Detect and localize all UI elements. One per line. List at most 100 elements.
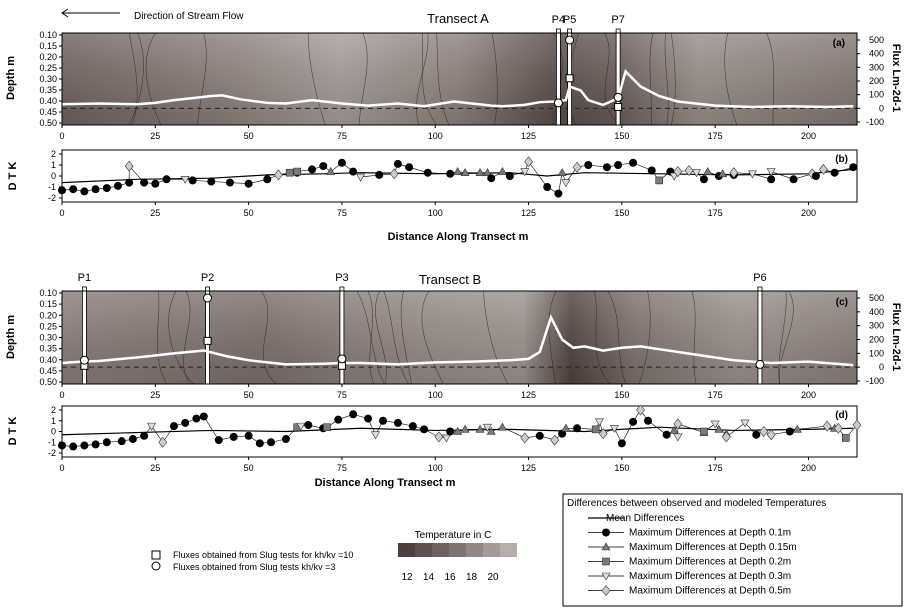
marker-depth-0.15 — [497, 422, 507, 431]
slug-circle-marker — [79, 355, 89, 365]
axes-c: 0.100.150.200.250.300.350.400.450.505004… — [39, 288, 884, 400]
marker-depth-0.15 — [561, 423, 571, 432]
heatmap-c-shade — [62, 291, 857, 384]
marker-depth-0.5 — [158, 436, 168, 448]
marker-depth-0.1 — [263, 175, 272, 184]
contour-line — [358, 32, 368, 126]
contour-line — [421, 32, 438, 126]
contour-line — [594, 290, 610, 385]
marker-depth-0.1 — [535, 431, 544, 440]
x-tick-label: 50 — [244, 463, 254, 473]
x-tick-label: 0 — [59, 463, 64, 473]
x-tick-label: 200 — [801, 390, 816, 400]
contour-line — [308, 32, 326, 126]
marker-depth-0.1 — [617, 439, 626, 448]
y2label-a: Flux Lm-2d-1 — [890, 44, 902, 112]
flux-line-a — [61, 69, 854, 109]
marker-depth-0.5 — [766, 429, 776, 441]
x-tick-label: 175 — [708, 208, 723, 218]
scatter-b-plot — [58, 156, 858, 198]
contour-line — [607, 290, 627, 385]
title-transect-a: Transect A — [427, 11, 489, 26]
marker-depth-0.3 — [740, 419, 750, 428]
x-tick-label: 25 — [150, 131, 160, 141]
marker-depth-0.1 — [69, 442, 78, 451]
depth-tick-label: 0.30 — [39, 74, 57, 84]
x-tick-label: 125 — [521, 463, 536, 473]
marker-depth-0.5 — [673, 418, 683, 430]
marker-depth-0.1 — [849, 163, 858, 172]
marker-depth-0.5 — [759, 426, 769, 437]
flux-tick-label: 300 — [869, 321, 884, 331]
marker-depth-0.1 — [244, 431, 253, 440]
piezometer-label: P5 — [563, 14, 576, 26]
marker-depth-0.1 — [58, 441, 66, 450]
marker-depth-0.1 — [349, 167, 358, 176]
marker-depth-0.5 — [636, 404, 645, 416]
contour-line — [483, 290, 509, 385]
marker-depth-0.2 — [293, 167, 301, 176]
colorbar-swatch — [398, 543, 415, 557]
contour-line — [491, 32, 498, 126]
marker-depth-0.5 — [684, 165, 694, 176]
marker-depth-0.15 — [792, 424, 802, 433]
marker-depth-0.1 — [446, 169, 455, 178]
marker-depth-0.1 — [140, 178, 149, 187]
x-tick-label: 150 — [614, 463, 629, 473]
marker-depth-0.1 — [543, 183, 552, 191]
marker-depth-0.15 — [601, 542, 611, 551]
marker-depth-0.1 — [140, 431, 149, 440]
colorbar-title: Temperature in C — [415, 530, 492, 541]
ylabel-a: Depth m — [5, 56, 17, 100]
x-tick-label: 75 — [337, 390, 347, 400]
x-tick-label: 0 — [59, 390, 64, 400]
x-tick-label: 25 — [150, 390, 160, 400]
x-tick-label: 100 — [428, 131, 443, 141]
flux-tick-label: 100 — [869, 90, 884, 100]
flux-tick-label: 400 — [869, 49, 884, 59]
panel-label-a: (a) — [833, 38, 845, 49]
marker-depth-0.1 — [181, 418, 190, 427]
y-tick-label: 2 — [51, 149, 56, 159]
marker-depth-0.1 — [584, 161, 593, 169]
colorbar-swatch — [483, 543, 500, 557]
flux-tick-label: 200 — [869, 335, 884, 345]
y-tick-label: 1 — [51, 416, 56, 426]
piezometer-label: P3 — [335, 272, 348, 284]
marker-depth-0.2 — [285, 168, 294, 177]
marker-depth-0.2 — [655, 176, 663, 185]
marker-depth-0.5 — [729, 167, 739, 179]
marker-depth-0.15 — [718, 169, 728, 178]
x-tick-label: 25 — [150, 208, 160, 218]
marker-depth-0.1 — [214, 436, 223, 445]
y-tick-label: -1 — [48, 182, 56, 192]
marker-depth-0.3 — [296, 422, 306, 431]
contour-line — [548, 290, 557, 385]
ylabel-c: Depth m — [5, 315, 17, 359]
marker-depth-0.5 — [572, 161, 582, 173]
depth-tick-label: 0.50 — [39, 118, 57, 128]
marker-depth-0.3 — [561, 179, 571, 188]
marker-depth-0.1 — [117, 437, 126, 446]
x-tick-label: 100 — [428, 390, 443, 400]
marker-depth-0.1 — [308, 165, 317, 174]
marker-depth-0.1 — [162, 175, 171, 184]
marker-depth-0.1 — [554, 189, 563, 198]
marker-depth-0.5 — [721, 431, 731, 443]
marker-depth-0.1 — [393, 418, 402, 427]
depth-tick-label: 0.15 — [39, 299, 57, 309]
marker-depth-0.1 — [102, 438, 111, 447]
x-tick-label: 50 — [244, 390, 254, 400]
depth-tick-label: 0.45 — [39, 107, 57, 117]
flow-direction-label: Direction of Stream Flow — [134, 11, 244, 22]
depth-tick-label: 0.15 — [39, 41, 57, 51]
marker-depth-0.1 — [408, 422, 417, 431]
square-marker-icon — [151, 550, 161, 560]
y-tick-label: 0 — [51, 171, 56, 181]
legend-items: Mean Differences Maximum Differences at D… — [588, 513, 797, 597]
marker-depth-0.1 — [91, 440, 100, 449]
flux-tick-label: 0 — [879, 103, 884, 113]
mean-difference-line — [61, 426, 854, 436]
marker-depth-0.1 — [128, 435, 137, 444]
